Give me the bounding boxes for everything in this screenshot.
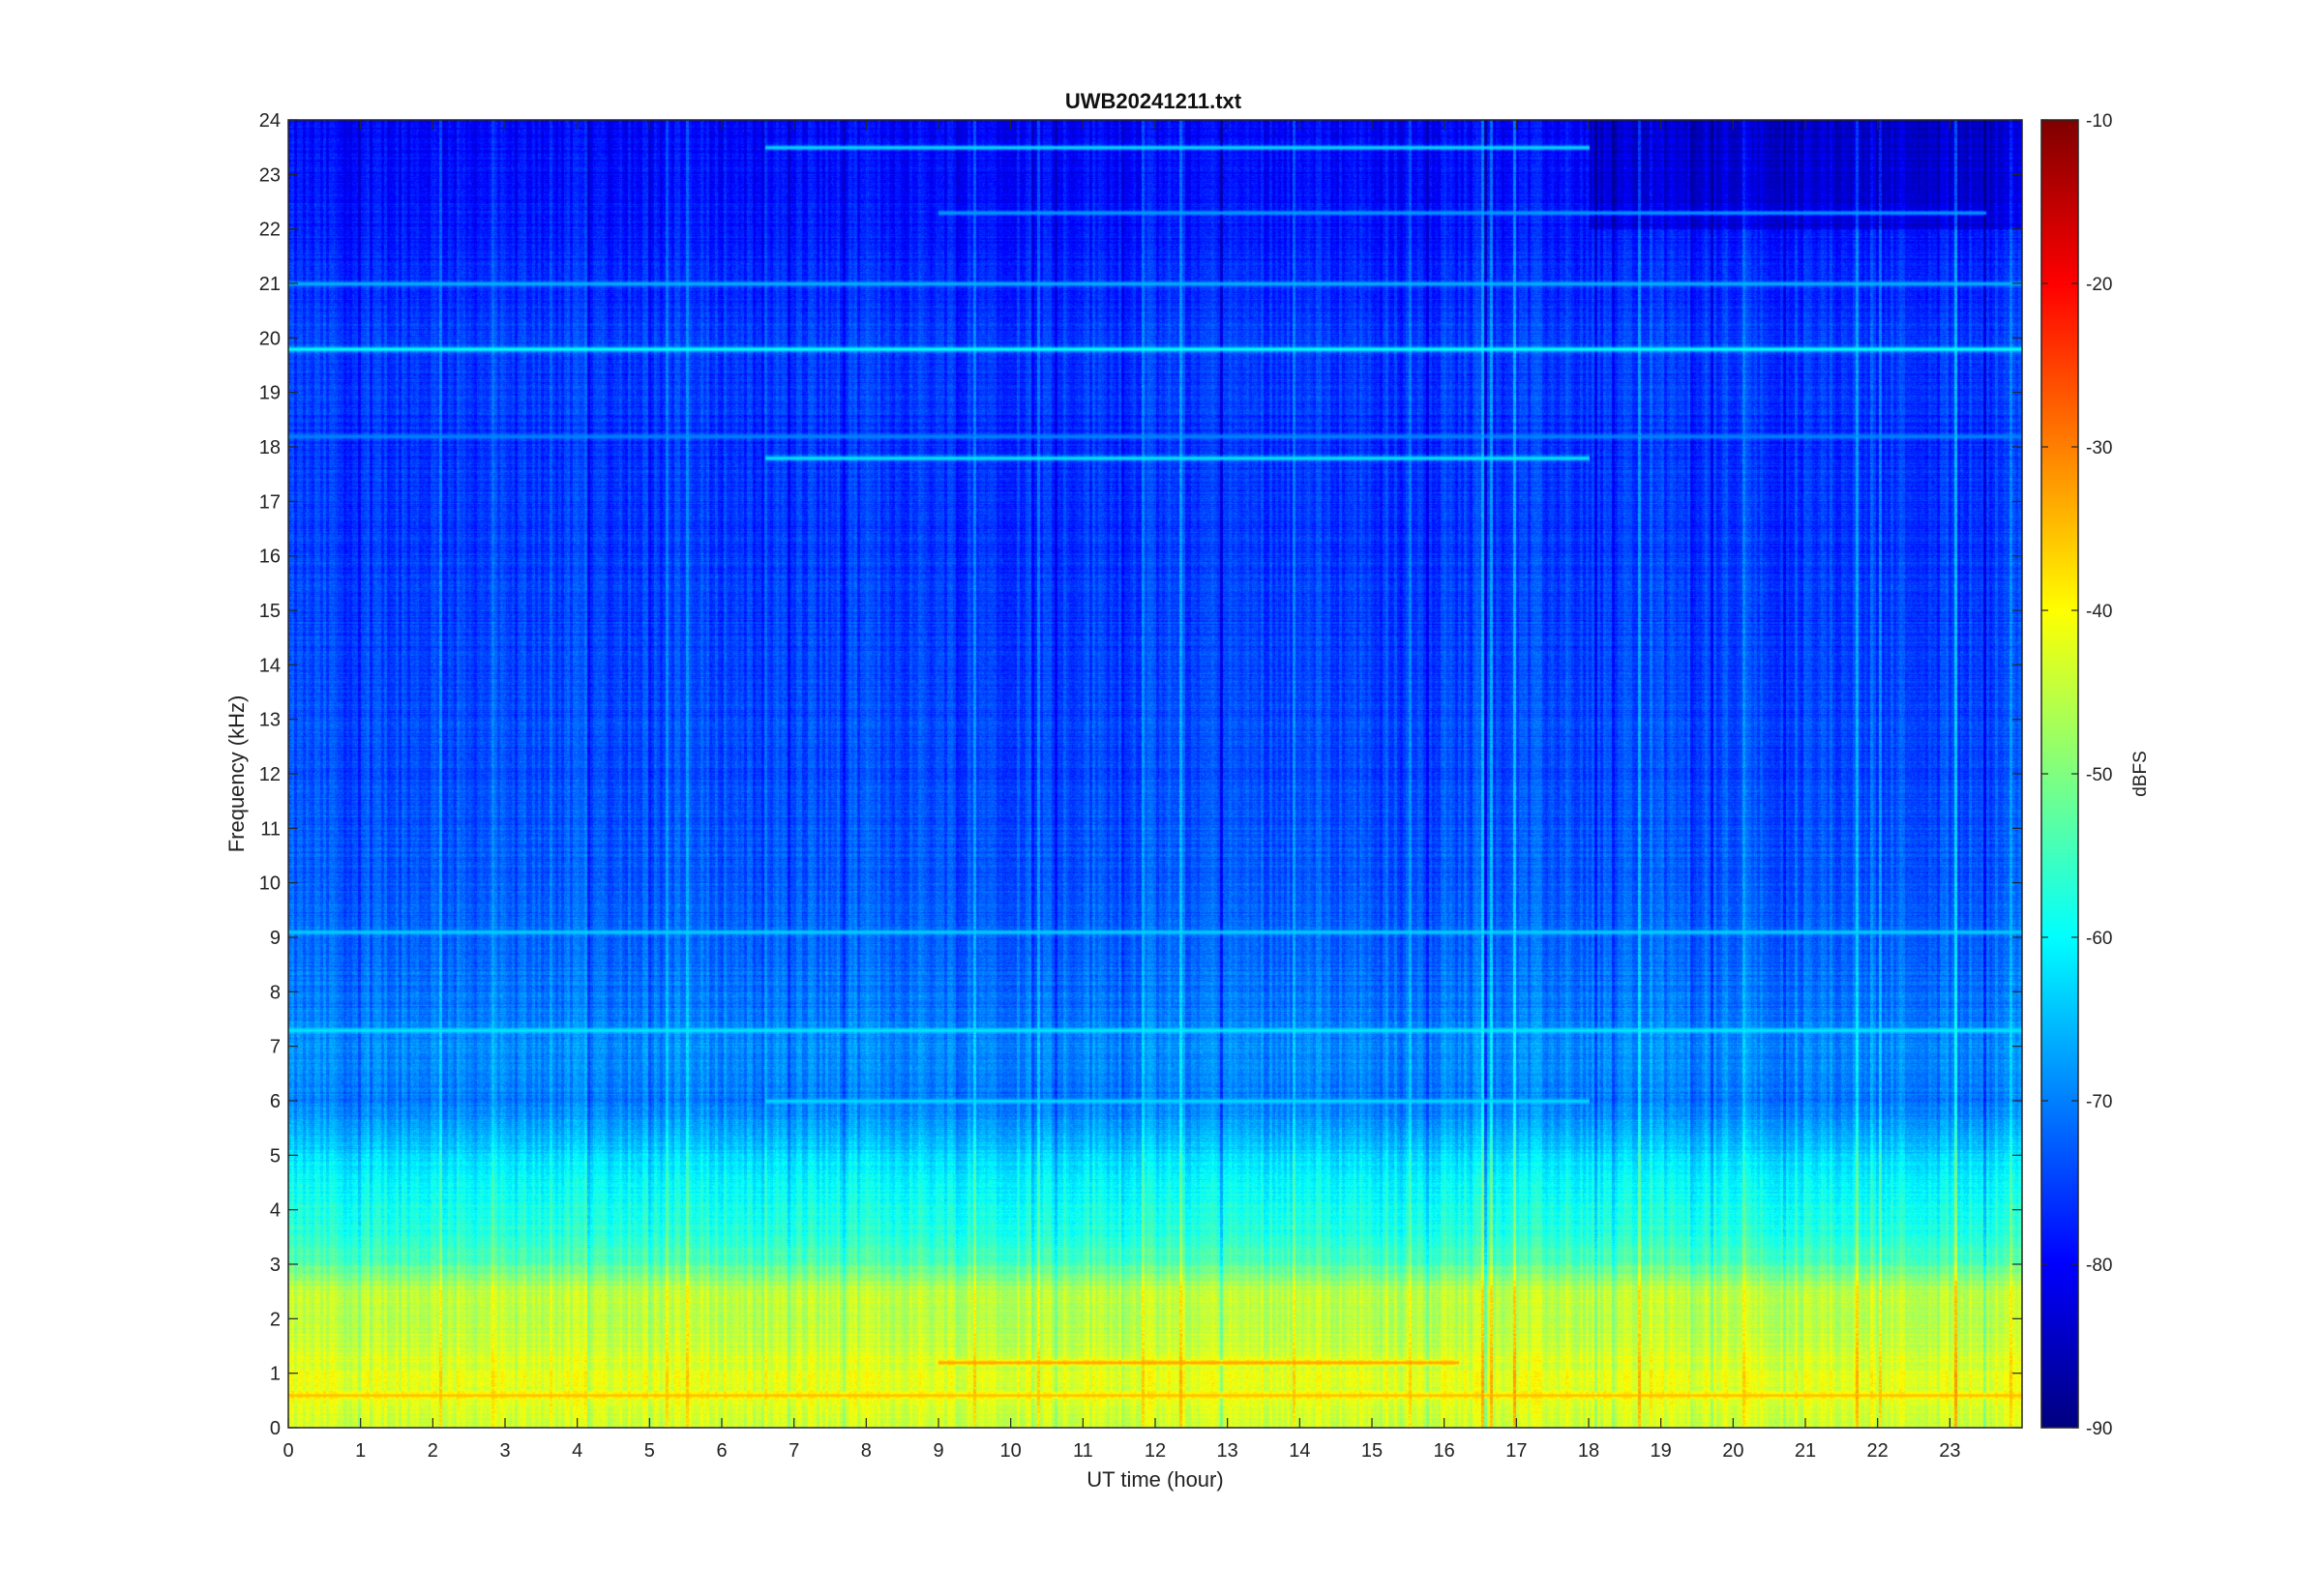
x-axis-ticks: 0 1 2 3 4 5 6 7 8 9 10 11 12 13 14 15 16 17 18 19 20 21 22 23 xyxy=(283,120,1960,1462)
y-tick-label: 8 xyxy=(270,982,281,1003)
colorbar-tick-label: -90 xyxy=(2086,1419,2112,1439)
x-tick-label: 16 xyxy=(1434,1440,1455,1462)
x-tick-label: 2 xyxy=(428,1440,438,1462)
x-tick-label: 14 xyxy=(1289,1440,1310,1462)
y-tick-label: 24 xyxy=(259,110,281,132)
x-tick-label: 13 xyxy=(1217,1440,1238,1462)
y-tick-label: 11 xyxy=(260,818,281,840)
colorbar-ticks: -10 -20 -30 -40 -50 -60 -70 -80 -90 xyxy=(2041,111,2112,1439)
colorbar: -10 -20 -30 -40 -50 -60 -70 -80 -90 dBFS xyxy=(2040,111,2151,1439)
y-tick-label: 17 xyxy=(259,491,281,513)
y-tick-label: 22 xyxy=(259,220,281,241)
colorbar-tick-label: -30 xyxy=(2086,438,2112,458)
x-tick-label: 8 xyxy=(861,1440,872,1462)
x-axis-label: UT time (hour) xyxy=(1087,1467,1223,1492)
colorbar-tick-label: -40 xyxy=(2086,602,2112,622)
x-tick-label: 12 xyxy=(1145,1440,1166,1462)
y-tick-label: 5 xyxy=(270,1145,281,1167)
y-tick-label: 0 xyxy=(270,1418,281,1439)
x-tick-label: 20 xyxy=(1722,1440,1743,1462)
y-tick-label: 20 xyxy=(259,328,281,349)
x-tick-label: 4 xyxy=(572,1440,582,1462)
y-tick-label: 6 xyxy=(270,1091,281,1112)
colorbar-tick-label: -60 xyxy=(2086,929,2112,949)
x-tick-label: 7 xyxy=(789,1440,799,1462)
y-tick-label: 13 xyxy=(259,710,281,731)
x-tick-label: 11 xyxy=(1073,1440,1093,1462)
y-tick-label: 12 xyxy=(259,764,281,785)
x-tick-label: 1 xyxy=(355,1440,366,1462)
colorbar-tick-label: -80 xyxy=(2086,1256,2112,1276)
x-tick-label: 3 xyxy=(499,1440,510,1462)
y-tick-label: 10 xyxy=(259,873,281,895)
x-tick-label: 6 xyxy=(716,1440,727,1462)
x-tick-label: 5 xyxy=(644,1440,655,1462)
y-tick-label: 3 xyxy=(270,1255,281,1276)
y-axis-label: Frequency (kHz) xyxy=(224,695,249,853)
x-tick-label: 17 xyxy=(1505,1440,1527,1462)
y-tick-label: 4 xyxy=(270,1200,281,1222)
x-tick-label: 23 xyxy=(1939,1440,1960,1462)
plot-area xyxy=(287,119,2023,1429)
y-tick-label: 23 xyxy=(259,164,281,186)
x-tick-label: 9 xyxy=(933,1440,943,1462)
x-tick-label: 19 xyxy=(1651,1440,1672,1462)
y-tick-label: 7 xyxy=(270,1037,281,1058)
y-tick-label: 14 xyxy=(259,655,281,676)
colorbar-label: dBFS xyxy=(2130,751,2151,797)
x-tick-label: 18 xyxy=(1578,1440,1599,1462)
heatmap-container xyxy=(288,120,2022,1428)
colorbar-tick-label: -70 xyxy=(2086,1092,2112,1112)
y-tick-label: 21 xyxy=(259,274,281,295)
x-tick-label: 21 xyxy=(1795,1440,1816,1462)
y-tick-label: 15 xyxy=(259,601,281,622)
spectrogram-heatmap xyxy=(288,120,2022,1428)
x-tick-label: 22 xyxy=(1867,1440,1889,1462)
x-tick-label: 10 xyxy=(1000,1440,1022,1462)
y-tick-label: 1 xyxy=(270,1364,281,1385)
colorbar-tick-label: -10 xyxy=(2086,111,2112,132)
x-tick-label: 15 xyxy=(1361,1440,1383,1462)
y-tick-label: 18 xyxy=(259,437,281,458)
y-tick-label: 16 xyxy=(259,547,281,568)
y-tick-label: 9 xyxy=(270,928,281,949)
y-tick-label: 19 xyxy=(259,383,281,404)
x-tick-label: 0 xyxy=(283,1440,293,1462)
chart-title: UWB20241211.txt xyxy=(1065,89,1242,113)
y-tick-label: 2 xyxy=(270,1309,281,1330)
colorbar-tick-label: -20 xyxy=(2086,275,2112,295)
colorbar-tick-label: -50 xyxy=(2086,765,2112,785)
